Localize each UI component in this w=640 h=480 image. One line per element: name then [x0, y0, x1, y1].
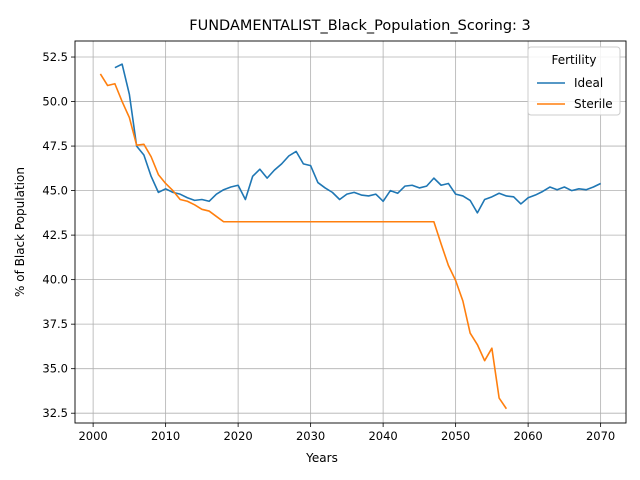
- y-axis-label: % of Black Population: [13, 167, 27, 297]
- x-tick-label: 2070: [586, 429, 615, 443]
- y-tick-label: 42.5: [42, 228, 68, 242]
- x-tick-label: 2000: [78, 429, 107, 443]
- legend-label-ideal: Ideal: [574, 76, 603, 90]
- y-tick-label: 45.0: [42, 184, 68, 198]
- x-tick-label: 2030: [296, 429, 325, 443]
- x-axis-ticks: 2000 2010 2020 2030 2040 2050 2060 2070: [78, 423, 615, 443]
- y-tick-label: 32.5: [42, 406, 68, 420]
- x-tick-label: 2050: [441, 429, 470, 443]
- legend: Fertility Ideal Sterile: [527, 46, 621, 116]
- x-axis-label: Years: [305, 451, 338, 465]
- y-tick-label: 50.0: [42, 95, 68, 109]
- y-tick-label: 35.0: [42, 362, 68, 376]
- series-line-sterile: [99, 73, 508, 410]
- legend-label-sterile: Sterile: [574, 97, 613, 111]
- y-tick-label: 47.5: [42, 139, 68, 153]
- grid-lines: [75, 41, 626, 423]
- plot-frame: [74, 40, 627, 424]
- y-tick-label: 52.5: [42, 50, 68, 64]
- x-tick-label: 2060: [513, 429, 542, 443]
- x-tick-label: 2040: [368, 429, 397, 443]
- series-layer: [99, 63, 601, 410]
- legend-box: [527, 46, 621, 116]
- x-tick-label: 2010: [151, 429, 180, 443]
- y-tick-label: 37.5: [42, 317, 68, 331]
- legend-title: Fertility: [551, 53, 596, 67]
- x-tick-label: 2020: [223, 429, 252, 443]
- series-line-ideal: [114, 63, 601, 214]
- y-axis-ticks: 32.5 35.0 37.5 40.0 42.5 45.0 47.5 50.0 52.5: [42, 50, 75, 420]
- legend-items: Ideal Sterile: [537, 76, 613, 111]
- chart-title: FUNDAMENTALIST_Black_Population_Scoring:…: [189, 18, 531, 34]
- y-tick-label: 40.0: [42, 273, 68, 287]
